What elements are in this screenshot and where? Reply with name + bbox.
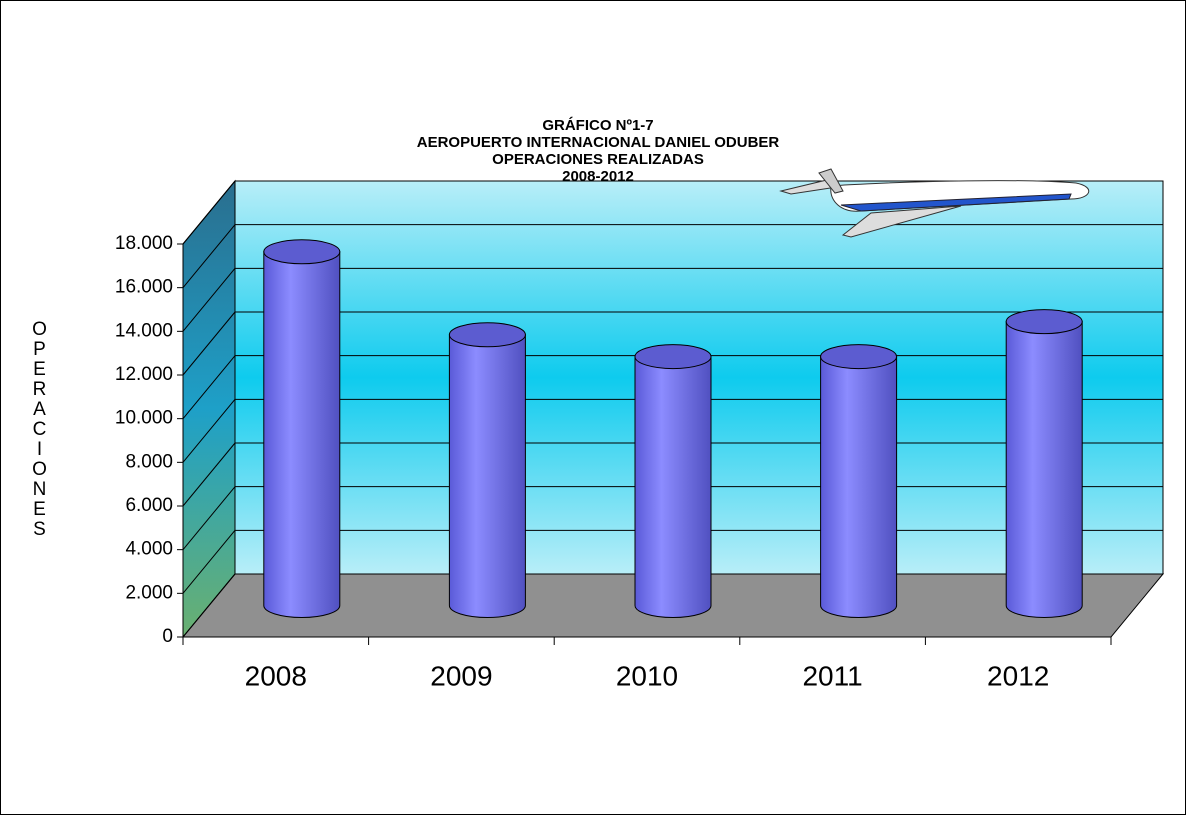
airplane (779, 168, 1089, 238)
y-tick-label: 12.000 (115, 364, 173, 385)
bar-top (820, 344, 898, 370)
bar-top (634, 344, 712, 370)
bar (448, 322, 526, 618)
grid-line (182, 530, 236, 594)
x-tick-label: 2011 (802, 660, 862, 691)
grid-line (182, 442, 236, 507)
title: GRÁFICO Nº1-7 AEROPUERTO INTERNACIONAL D… (417, 117, 780, 185)
bar (1005, 309, 1083, 618)
bar-body (1005, 321, 1083, 618)
grid-line (182, 268, 236, 332)
bar (634, 344, 712, 618)
y-tick-label: 2.000 (125, 582, 173, 603)
y-axis-title: OPERACIONES (29, 319, 50, 539)
bar-body (448, 334, 526, 618)
bar-top (263, 239, 341, 265)
bar (263, 239, 341, 618)
y-tick-label: 4.000 (125, 539, 173, 560)
grid-line (182, 224, 236, 288)
bar-top (1005, 309, 1083, 335)
y-tick-label: 18.000 (115, 233, 173, 254)
x-tick-label: 2010 (616, 660, 678, 691)
bars (263, 239, 1083, 618)
grid-line (182, 573, 236, 638)
y-tick-label: 10.000 (115, 408, 173, 429)
grid-line (182, 486, 236, 550)
y-tick-label: 14.000 (115, 320, 173, 341)
y-tick-label: 8.000 (125, 451, 173, 472)
bar-body (263, 251, 341, 618)
y-tick-label: 0 (162, 626, 173, 647)
grid-line (182, 180, 236, 245)
y-tick-label: 6.000 (125, 495, 173, 516)
grid-line (182, 311, 236, 376)
x-tick-label: 2009 (430, 660, 492, 691)
chart-title: OPERACIONES REALIZADAS (492, 151, 704, 168)
bar-body (820, 356, 898, 618)
bar-body (634, 356, 712, 618)
x-tick-label: 2008 (245, 660, 307, 691)
chart-title: GRÁFICO Nº1-7 (542, 117, 653, 134)
bar (820, 344, 898, 618)
chart-title: AEROPUERTO INTERNACIONAL DANIEL ODUBER (417, 134, 780, 151)
grid-line (182, 355, 236, 419)
grid-line (182, 399, 236, 463)
y-tick-label: 16.000 (115, 277, 173, 298)
bar-top (448, 322, 526, 348)
x-tick-label: 2012 (987, 660, 1049, 691)
